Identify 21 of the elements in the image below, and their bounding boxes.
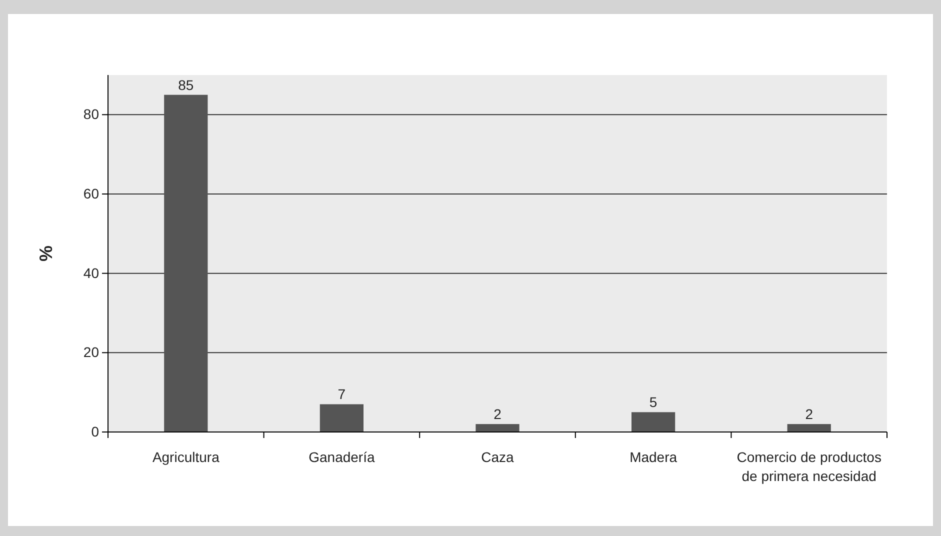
x-tick-label: Comercio de productos de primera necesidad [736, 449, 882, 484]
bar [476, 424, 520, 432]
y-tick-label: 0 [91, 423, 100, 440]
y-tick-label: 60 [83, 185, 100, 202]
x-tick-label: Caza [481, 449, 514, 465]
data-label: 2 [494, 406, 502, 422]
bar [164, 94, 208, 432]
x-tick-label: Madera [630, 449, 678, 465]
bar [320, 404, 364, 432]
x-tick-label: Ganadería [308, 449, 375, 465]
data-label: 2 [805, 406, 814, 422]
bar [631, 412, 676, 432]
x-tick-label: Agricultura [152, 449, 220, 465]
y-tick-label: 20 [83, 344, 100, 360]
bar [787, 424, 831, 432]
y-tick-label: 40 [83, 264, 100, 281]
data-label: 85 [178, 76, 194, 93]
y-tick-label: 80 [83, 106, 100, 122]
data-label: 7 [338, 386, 346, 402]
data-label: 5 [649, 394, 658, 410]
y-axis-title: % [36, 245, 56, 262]
